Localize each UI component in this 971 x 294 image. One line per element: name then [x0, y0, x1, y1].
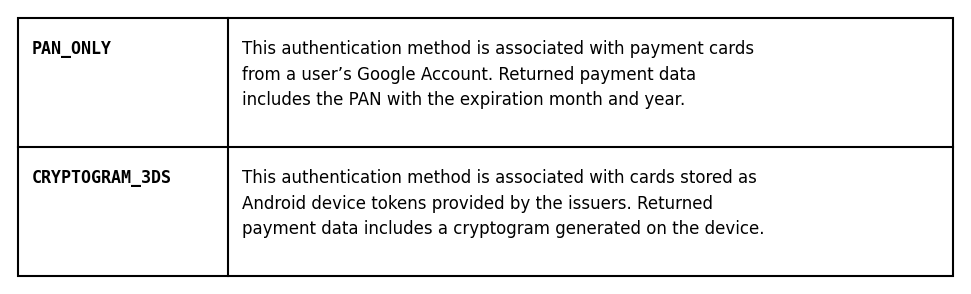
Text: PAN_ONLY: PAN_ONLY [32, 40, 112, 58]
Text: CRYPTOGRAM_3DS: CRYPTOGRAM_3DS [32, 169, 172, 187]
Text: This authentication method is associated with cards stored as
Android device tok: This authentication method is associated… [242, 169, 764, 238]
Bar [18, 18, 953, 276]
Text: This authentication method is associated with payment cards
from a user’s Google: This authentication method is associated… [242, 40, 754, 109]
